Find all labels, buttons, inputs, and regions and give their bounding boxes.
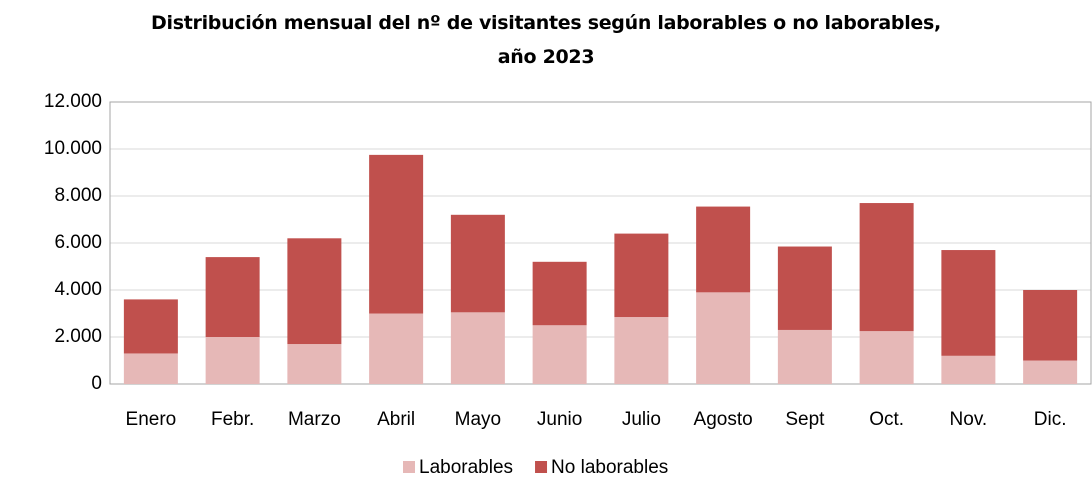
bar-segment xyxy=(532,261,587,326)
bar-segment xyxy=(1023,290,1078,361)
bar-segment xyxy=(941,250,996,356)
bar-segment xyxy=(532,325,587,384)
x-tick-label: Oct. xyxy=(869,409,904,430)
bar-segment xyxy=(123,353,178,384)
x-tick-label: Marzo xyxy=(288,409,341,430)
y-tick-label: 4.000 xyxy=(54,279,102,300)
bar-segment xyxy=(696,206,751,293)
bar-segment xyxy=(1023,360,1078,384)
x-tick-label: Nov. xyxy=(950,409,988,430)
legend-swatch xyxy=(403,461,415,473)
x-tick-label: Enero xyxy=(126,409,177,430)
x-tick-label: Julio xyxy=(622,409,661,430)
bar-segment xyxy=(369,154,424,314)
legend-swatch xyxy=(535,461,548,473)
y-tick-label: 0 xyxy=(91,373,102,394)
x-tick-label: Junio xyxy=(537,409,582,430)
x-tick-label: Agosto xyxy=(694,409,753,430)
x-tick-label: Dic. xyxy=(1034,409,1067,430)
x-tick-label: Abril xyxy=(377,409,415,430)
x-tick-label: Sept xyxy=(785,409,825,430)
bar-segment xyxy=(287,344,342,384)
bar-segment xyxy=(369,313,424,384)
bar-segment xyxy=(123,299,178,354)
bar-segment xyxy=(450,214,505,313)
bar-segment xyxy=(614,233,669,318)
bar-segment xyxy=(859,203,914,332)
bar-segment xyxy=(205,257,260,337)
bar-segment xyxy=(777,329,832,384)
bar-segment xyxy=(287,238,342,345)
y-tick-label: 8.000 xyxy=(54,185,102,206)
bar-segment xyxy=(614,317,669,384)
bar-segment xyxy=(205,337,260,384)
bar-segment xyxy=(859,331,914,384)
x-tick-label: Mayo xyxy=(455,409,501,430)
bar-segment xyxy=(777,246,832,330)
bar-segment xyxy=(450,312,505,384)
legend-label: No laborables xyxy=(551,457,668,478)
chart-title: Distribución mensual del nº de visitante… xyxy=(151,12,941,68)
y-tick-label: 2.000 xyxy=(54,326,102,347)
bar-segment xyxy=(696,292,751,384)
y-tick-label: 6.000 xyxy=(54,232,102,253)
y-tick-label: 12.000 xyxy=(44,91,102,112)
bar-segment xyxy=(941,355,996,384)
x-tick-label: Febr. xyxy=(211,409,254,430)
plot-border xyxy=(109,101,1092,385)
legend-label: Laborables xyxy=(419,457,513,478)
y-tick-label: 10.000 xyxy=(44,138,102,159)
